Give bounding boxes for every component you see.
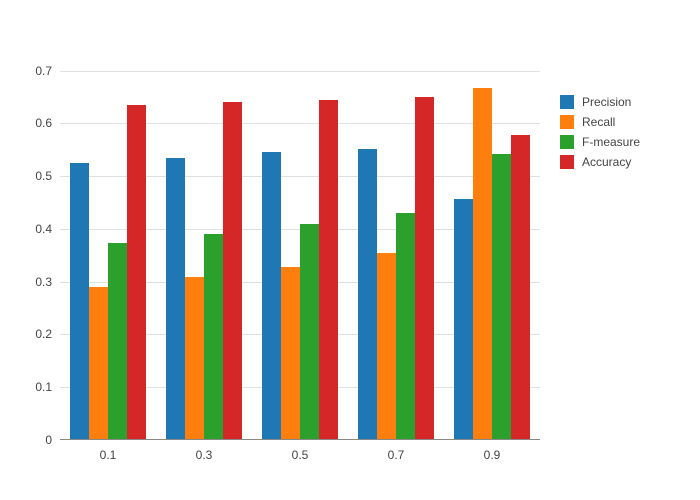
legend-label: Recall bbox=[582, 115, 615, 129]
y-tick-label: 0.6 bbox=[35, 116, 52, 130]
y-tick-label: 0.4 bbox=[35, 222, 52, 236]
chart-container: 00.10.20.30.40.50.60.7 0.10.30.50.70.9 P… bbox=[0, 0, 700, 500]
bar-group bbox=[166, 60, 242, 440]
y-tick-label: 0.7 bbox=[35, 64, 52, 78]
bar bbox=[358, 149, 377, 440]
bar bbox=[300, 224, 319, 440]
x-tick-label: 0.3 bbox=[196, 448, 213, 462]
bar bbox=[127, 105, 146, 440]
x-tick-label: 0.7 bbox=[388, 448, 405, 462]
bar-group bbox=[358, 60, 434, 440]
y-tick-label: 0.3 bbox=[35, 275, 52, 289]
legend-swatch bbox=[560, 155, 574, 169]
y-tick-label: 0 bbox=[45, 433, 52, 447]
legend-item[interactable]: Accuracy bbox=[560, 155, 640, 169]
bar bbox=[70, 163, 89, 440]
bar bbox=[89, 287, 108, 440]
y-tick-label: 0.2 bbox=[35, 327, 52, 341]
bar bbox=[511, 135, 530, 440]
x-tick-label: 0.9 bbox=[484, 448, 501, 462]
legend-item[interactable]: Precision bbox=[560, 95, 640, 109]
bar bbox=[262, 152, 281, 440]
bar bbox=[492, 154, 511, 440]
bar bbox=[319, 100, 338, 440]
y-tick-label: 0.5 bbox=[35, 169, 52, 183]
bar-group bbox=[70, 60, 146, 440]
bar bbox=[473, 88, 492, 440]
bar-group bbox=[262, 60, 338, 440]
bar bbox=[415, 97, 434, 440]
legend-item[interactable]: F-measure bbox=[560, 135, 640, 149]
bar bbox=[204, 234, 223, 440]
bar bbox=[377, 253, 396, 440]
bar bbox=[108, 243, 127, 440]
bar bbox=[281, 267, 300, 440]
bar bbox=[454, 199, 473, 440]
bar bbox=[166, 158, 185, 440]
bar bbox=[185, 277, 204, 440]
legend: Precision Recall F-measure Accuracy bbox=[560, 95, 640, 175]
legend-label: Precision bbox=[582, 95, 631, 109]
x-axis-line bbox=[60, 439, 540, 440]
legend-swatch bbox=[560, 95, 574, 109]
legend-label: F-measure bbox=[582, 135, 640, 149]
bar bbox=[223, 102, 242, 440]
legend-label: Accuracy bbox=[582, 155, 631, 169]
plot-area: 00.10.20.30.40.50.60.7 0.10.30.50.70.9 bbox=[60, 60, 540, 440]
bar bbox=[396, 213, 415, 440]
x-tick-label: 0.5 bbox=[292, 448, 309, 462]
x-tick-label: 0.1 bbox=[100, 448, 117, 462]
legend-item[interactable]: Recall bbox=[560, 115, 640, 129]
y-tick-label: 0.1 bbox=[35, 380, 52, 394]
bar-group bbox=[454, 60, 530, 440]
legend-swatch bbox=[560, 135, 574, 149]
legend-swatch bbox=[560, 115, 574, 129]
